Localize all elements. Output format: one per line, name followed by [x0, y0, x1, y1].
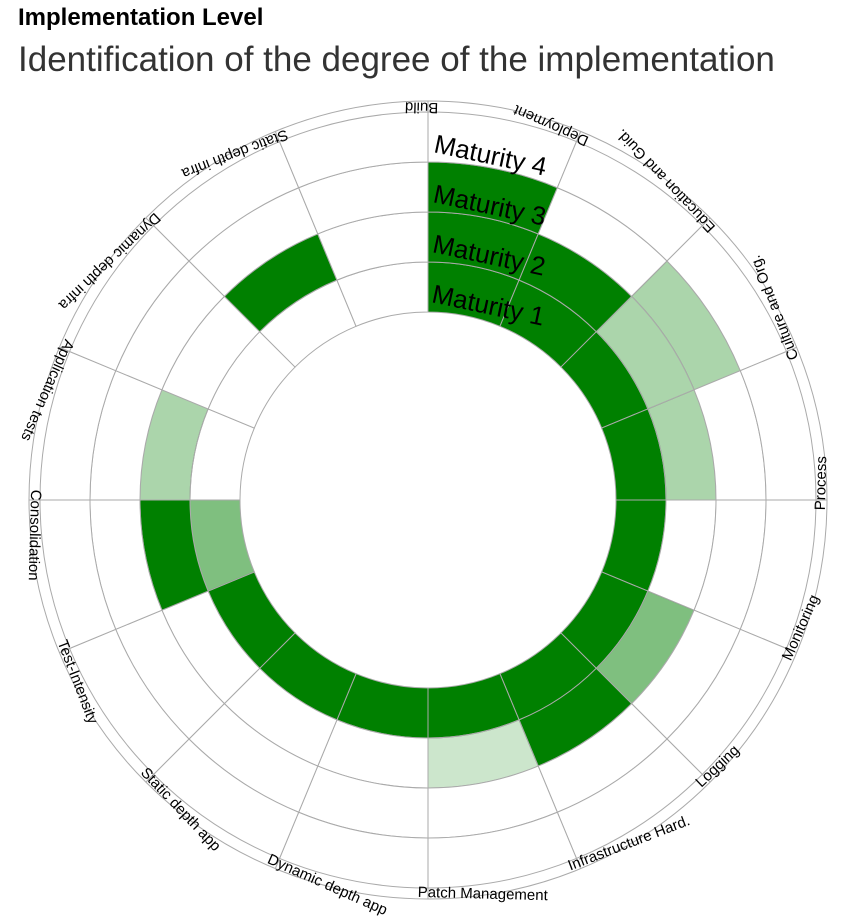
spoke-3	[702, 217, 711, 226]
spoke-6	[786, 648, 797, 654]
spoke-2	[576, 131, 582, 142]
spoke-15	[145, 217, 154, 226]
spoke-16	[274, 131, 280, 142]
category-label-5: Process	[812, 456, 830, 511]
spoke-4	[786, 346, 797, 352]
chart-subtitle: Identification of the degree of the impl…	[18, 40, 775, 79]
spoke-11	[145, 774, 154, 783]
category-label-13: Consolidation	[25, 490, 44, 581]
category-label-1: Build	[405, 98, 439, 116]
cell-16-level-4	[278, 111, 429, 189]
spoke-7	[702, 774, 711, 783]
spoke-10	[274, 858, 280, 869]
spoke-14	[59, 346, 70, 352]
spoke-8	[576, 858, 582, 869]
chart-title: Implementation Level	[18, 4, 264, 31]
spoke-12	[59, 648, 70, 654]
category-label-9: Patch Management	[418, 884, 549, 904]
